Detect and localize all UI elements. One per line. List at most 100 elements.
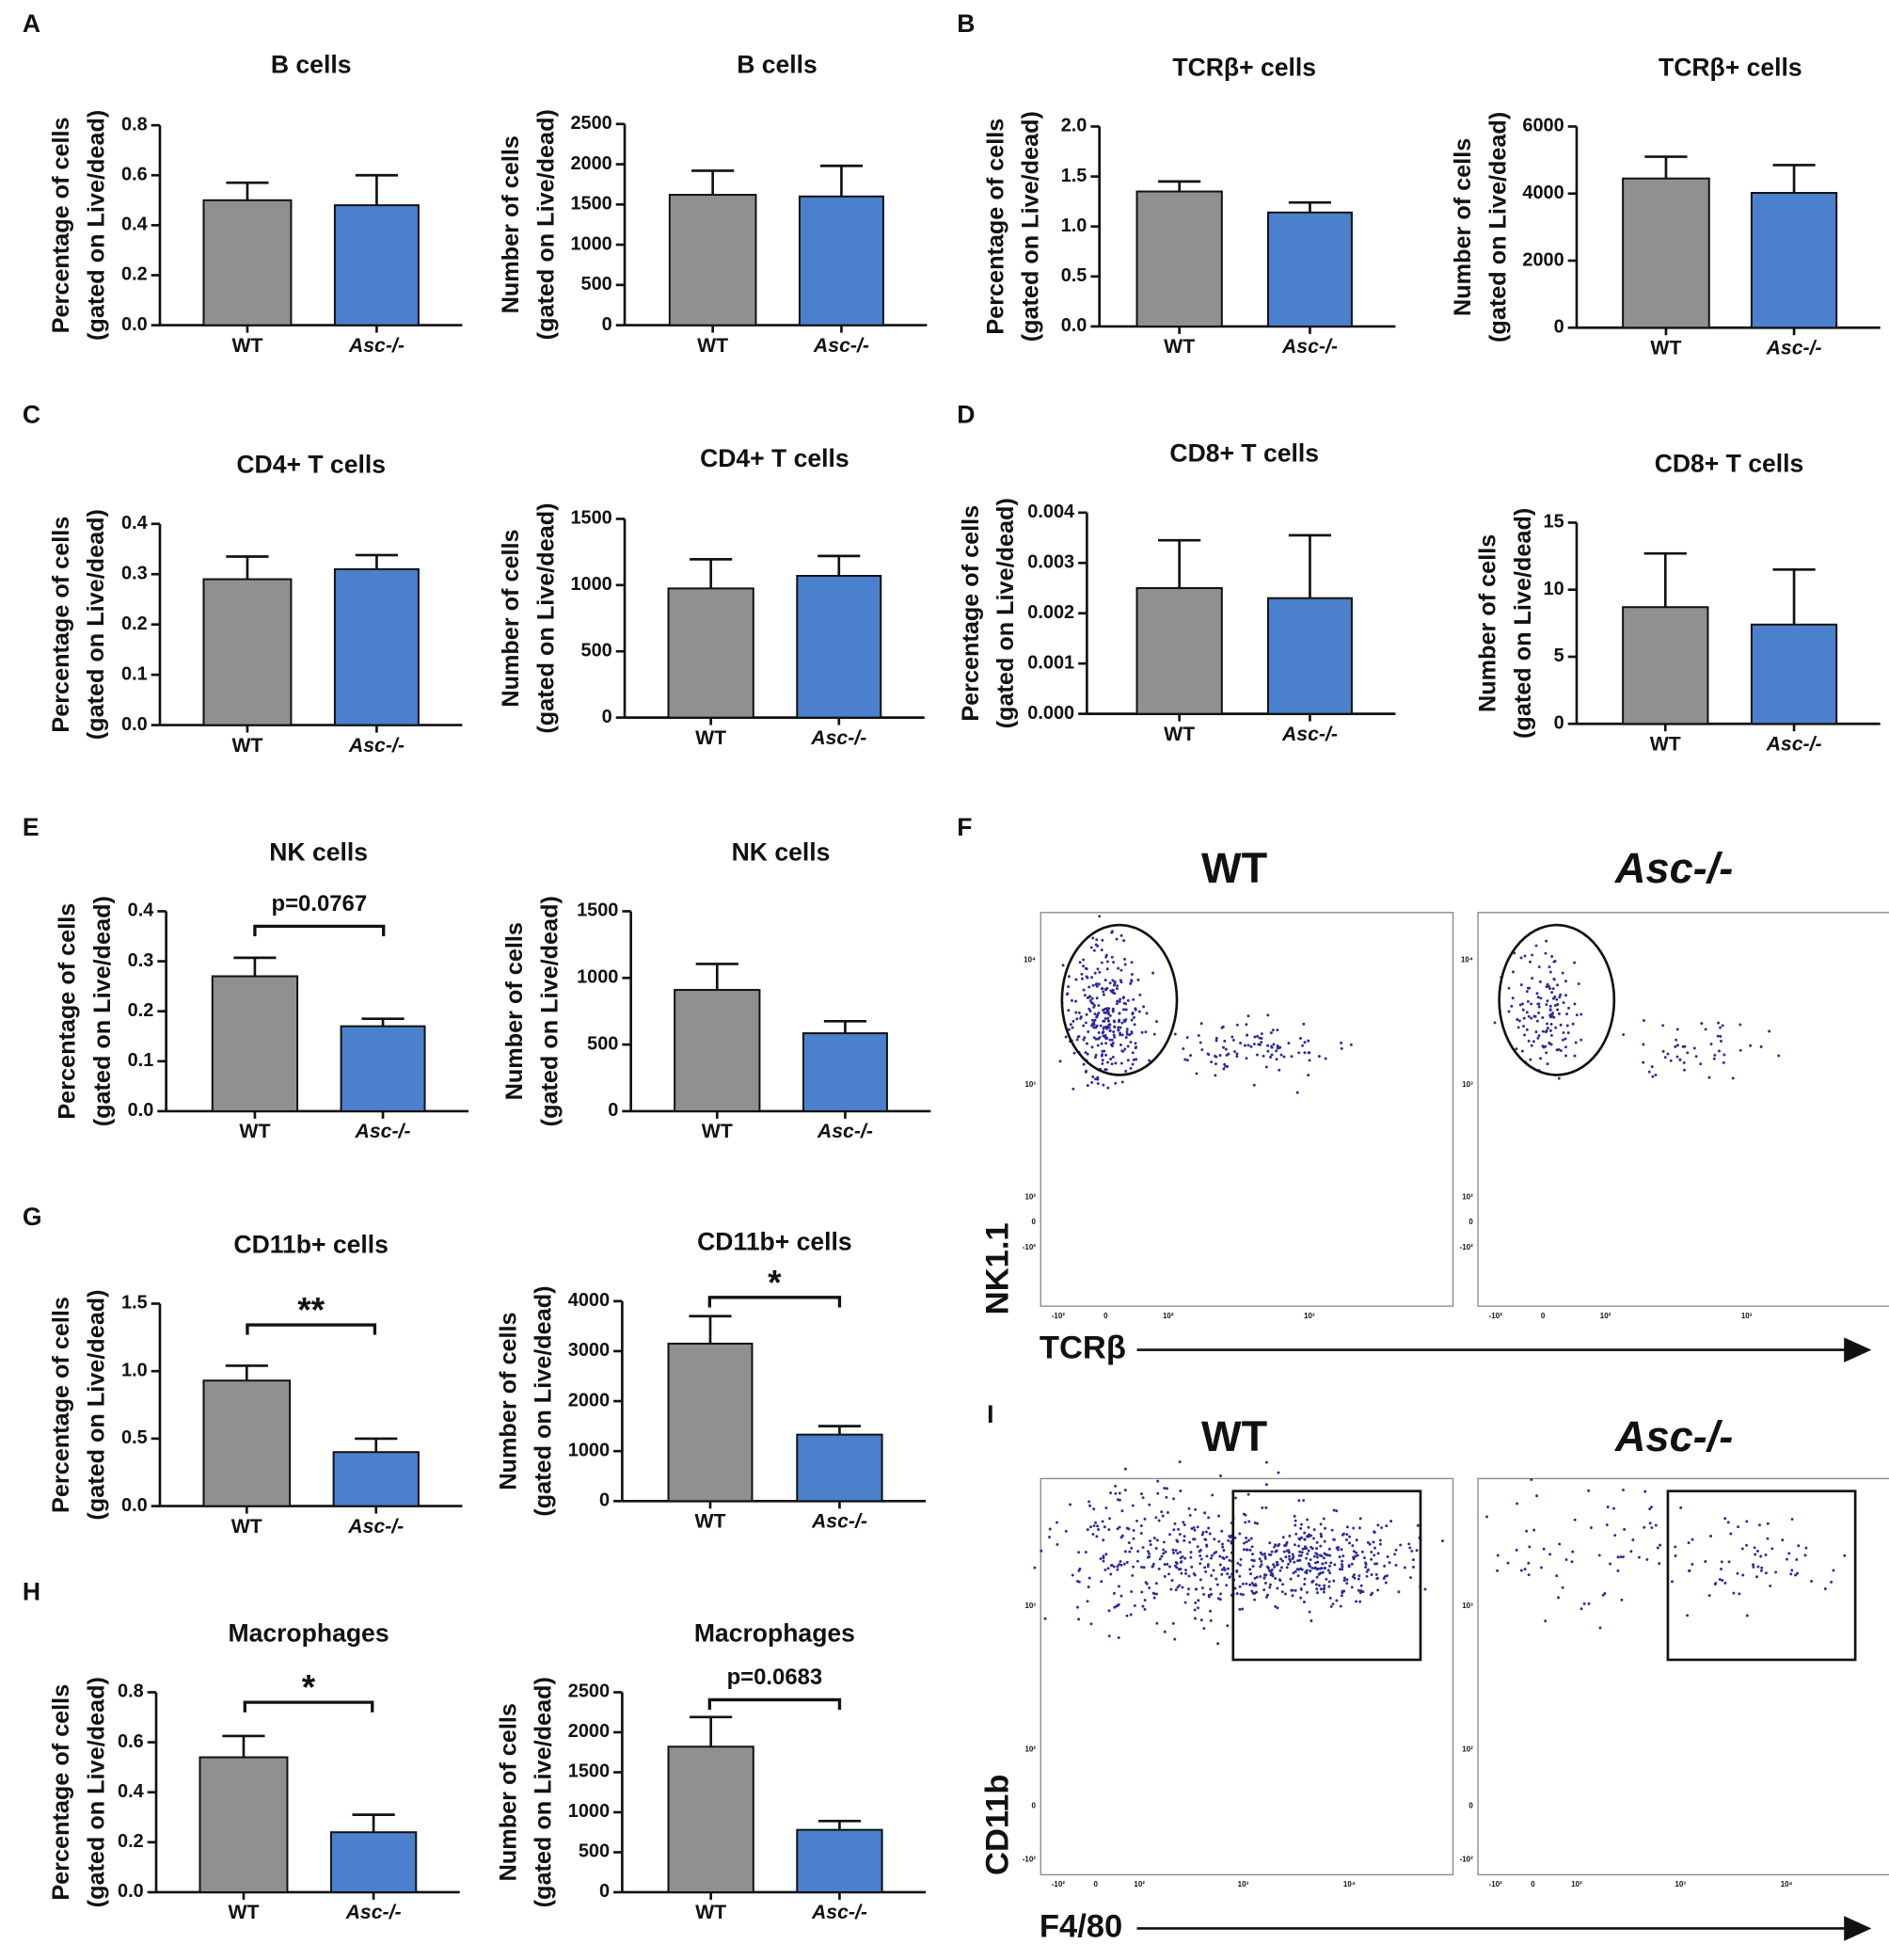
event-dot	[1111, 1042, 1115, 1045]
event-dot	[1233, 1496, 1237, 1500]
event-dot	[1315, 1587, 1319, 1591]
event-dot	[1199, 1022, 1203, 1026]
event-dot	[1654, 1523, 1658, 1527]
event-dot	[1074, 999, 1078, 1003]
event-dot	[1221, 1545, 1225, 1549]
event-dot	[1517, 1019, 1521, 1023]
event-dot	[1292, 1571, 1295, 1575]
event-dot	[1168, 1533, 1171, 1537]
event-dot	[1130, 961, 1134, 964]
event-dot	[1303, 1577, 1307, 1581]
event-dot	[1101, 938, 1104, 942]
event-dot	[1119, 1031, 1122, 1035]
event-dot	[1717, 1049, 1721, 1053]
event-dot	[1360, 1550, 1364, 1554]
event-dot	[1551, 1012, 1554, 1015]
event-dot	[1094, 1053, 1098, 1057]
y-axis-label: Number of cells	[1475, 534, 1501, 712]
event-dot	[1236, 1561, 1240, 1565]
event-dot	[1694, 1055, 1698, 1059]
event-dot	[1100, 1580, 1103, 1584]
event-dot	[1149, 1543, 1152, 1547]
event-dot	[1128, 1033, 1132, 1037]
event-dot	[1289, 1559, 1293, 1563]
event-dot	[1616, 1569, 1620, 1572]
event-dot	[1137, 1010, 1141, 1013]
event-dot	[1308, 1563, 1311, 1567]
event-dot	[1210, 1574, 1214, 1577]
event-dot	[1205, 1554, 1209, 1558]
event-dot	[1541, 1029, 1545, 1033]
event-dot	[1131, 1012, 1135, 1016]
event-dot	[1321, 1570, 1325, 1574]
event-dot	[1109, 1043, 1113, 1046]
error-bar	[818, 1425, 862, 1435]
event-dot	[1144, 1581, 1148, 1585]
event-dot	[1523, 1568, 1527, 1571]
event-dot	[1255, 1575, 1259, 1579]
event-dot	[1279, 1053, 1283, 1057]
significance-bracket	[707, 1697, 842, 1711]
event-dot	[1071, 1019, 1075, 1023]
event-dot	[1306, 1552, 1310, 1555]
event-dot	[1642, 1019, 1645, 1022]
event-dot	[1093, 1018, 1097, 1022]
event-dot	[1764, 1554, 1768, 1556]
event-dot	[1306, 1518, 1309, 1522]
event-dot	[1411, 1558, 1415, 1562]
event-dot	[1753, 1546, 1756, 1550]
event-dot	[1092, 1507, 1096, 1511]
y-tick-label: 0.003	[1027, 552, 1074, 573]
event-dot	[1252, 1584, 1256, 1587]
y-tick-label: 10²	[1024, 1745, 1036, 1754]
event-dot	[1376, 1523, 1380, 1527]
event-dot	[1556, 1008, 1560, 1012]
event-dot	[1650, 1065, 1654, 1069]
event-dot	[1267, 1569, 1271, 1572]
event-dot	[1540, 1566, 1543, 1570]
event-dot	[1723, 1581, 1727, 1585]
chart-title: CD4+ T cells	[236, 451, 386, 479]
event-dot	[1101, 1053, 1104, 1057]
event-dot	[1539, 996, 1543, 1000]
y-tick-label: -10²	[1023, 1856, 1036, 1864]
significance-label: p=0.0767	[272, 891, 368, 916]
x-tick-label: WT	[695, 1901, 726, 1923]
event-dot	[1135, 1559, 1139, 1563]
event-dot	[1308, 1610, 1311, 1614]
event-dot	[1224, 1047, 1228, 1051]
bar	[668, 194, 757, 327]
event-dot	[1648, 1522, 1652, 1525]
event-dot	[1114, 1081, 1118, 1085]
event-dot	[1247, 1520, 1251, 1523]
event-dot	[1340, 1041, 1343, 1044]
x-tick-label: 10²	[1163, 1312, 1174, 1320]
event-dot	[1110, 955, 1114, 959]
gate	[1231, 1490, 1422, 1662]
event-dot	[1071, 1573, 1074, 1577]
event-dot	[1648, 1507, 1652, 1511]
event-dot	[1105, 967, 1109, 971]
event-dot	[1686, 1614, 1690, 1617]
event-dot	[1109, 1058, 1113, 1060]
event-dot	[1687, 1541, 1691, 1545]
event-dot	[1535, 992, 1539, 996]
y-tick-label: 500	[581, 640, 612, 661]
event-dot	[1373, 1554, 1376, 1557]
event-dot	[1525, 1028, 1529, 1031]
event-dot	[1357, 1574, 1361, 1578]
event-dot	[1530, 1002, 1533, 1006]
event-dot	[1357, 1526, 1361, 1530]
panel-label: H	[23, 1578, 40, 1606]
event-dot	[1123, 957, 1127, 961]
event-dot	[1200, 1533, 1204, 1537]
event-dot	[1231, 1038, 1235, 1042]
event-dot	[1251, 1553, 1254, 1556]
gate	[1498, 923, 1616, 1076]
event-dot	[1168, 1565, 1172, 1569]
event-dot	[1090, 976, 1094, 980]
event-dot	[1094, 943, 1098, 947]
event-dot	[1136, 978, 1140, 981]
event-dot	[1130, 973, 1134, 976]
x-tick-label: -10²	[1489, 1880, 1502, 1888]
